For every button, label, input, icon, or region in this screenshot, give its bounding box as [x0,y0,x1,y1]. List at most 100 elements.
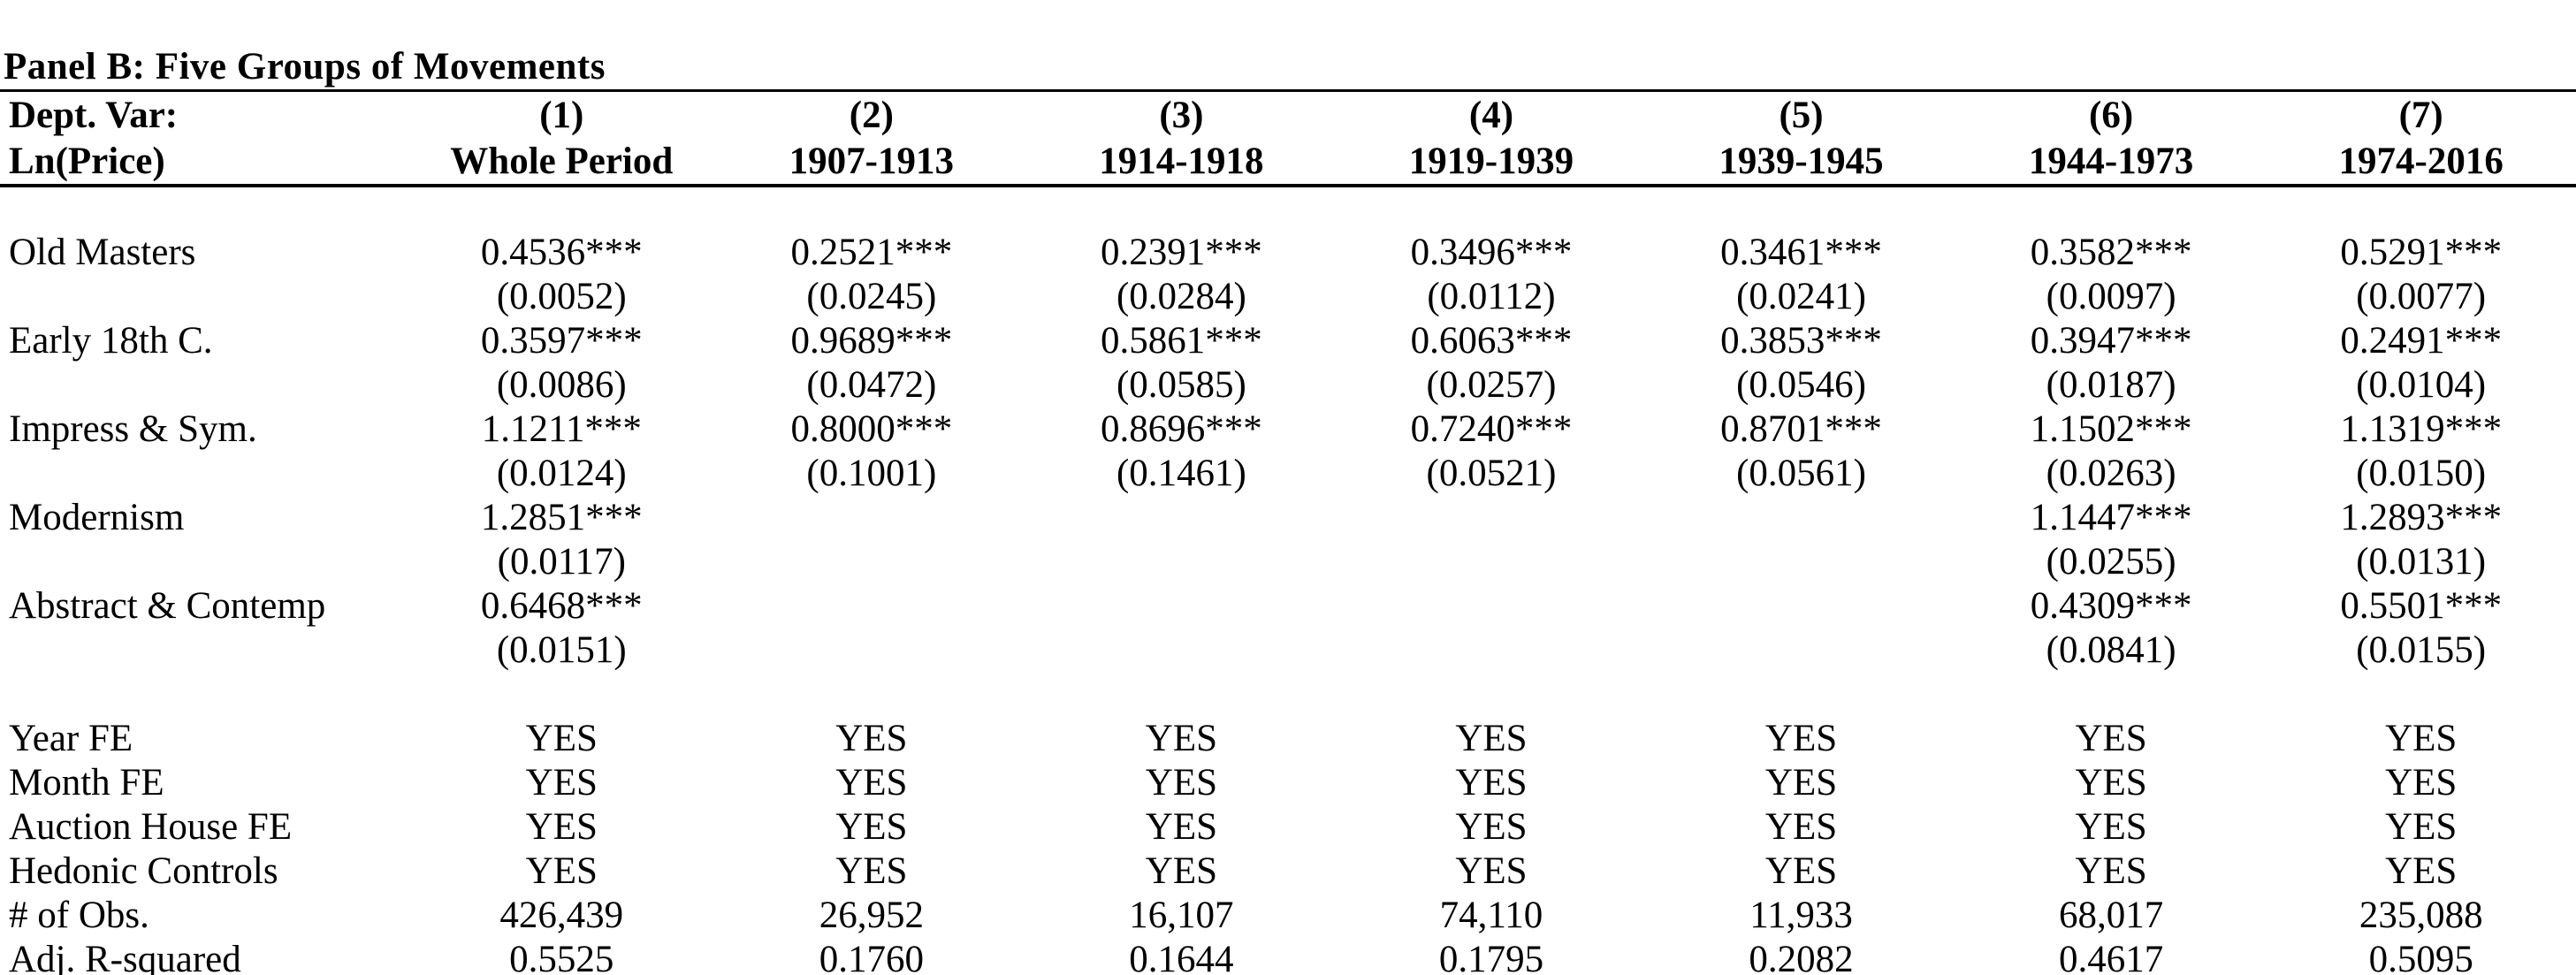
summary-cell: YES [1145,761,1218,804]
summary-cell: 0.5525 [509,938,614,975]
column-number: (2) [849,94,894,136]
column-period: 1974-2016 [2266,138,2576,187]
coef-cell: 0.3947*** [2030,319,2192,362]
row-label: Early 18th C. [9,319,213,362]
summary-row: Month FE YES YES YES YES YES YES YES [0,760,2576,804]
std-error-row: (0.0124) (0.1001) (0.1461) (0.0521) (0.0561)… [0,451,2576,495]
row-label: Modernism [9,496,185,538]
summary-cell: YES [2075,717,2147,759]
column-period: 1919-1939 [1336,138,1647,187]
coef-cell: 0.2391*** [1101,231,1262,273]
summary-cell: YES [835,805,908,848]
column-number: (6) [2089,94,2134,136]
summary-row: # of Obs. 426,439 26,952 16,107 74,110 11,933… [0,893,2576,937]
se-cell: (0.0561) [1736,452,1866,494]
summary-cell: YES [525,849,598,892]
coefficient-row: Impress & Sym. 1.1211*** 0.8000*** 0.8696**… [0,407,2576,451]
coef-cell: 0.4309*** [2030,584,2192,627]
row-label: Old Masters [9,231,196,273]
summary-cell: YES [1145,805,1218,848]
coef-cell [1337,495,1647,539]
row-label: # of Obs. [9,894,149,936]
summary-cell: YES [525,717,598,759]
summary-cell: 74,110 [1439,894,1543,936]
std-error-row: (0.0086) (0.0472) (0.0585) (0.0257) (0.0546)… [0,362,2576,407]
coef-cell [717,583,1027,628]
summary-cell: YES [2385,761,2458,804]
se-cell [1337,628,1647,672]
summary-cell: YES [2075,761,2147,804]
summary-cell: YES [1145,849,1218,892]
se-cell: (0.0546) [1736,363,1866,406]
column-number: (5) [1779,94,1824,136]
row-label-empty [0,451,407,495]
row-label: Hedonic Controls [9,849,278,892]
summary-cell: YES [835,761,908,804]
coef-cell [1646,583,1956,628]
se-cell: (0.0124) [496,452,627,494]
coef-cell: 0.2521*** [790,231,953,273]
coef-cell: 0.2491*** [2340,319,2503,362]
column-period: 1944-1973 [1955,138,2267,187]
se-cell [717,539,1027,583]
se-cell [1646,539,1956,583]
se-cell: (0.0245) [806,275,937,317]
column-period: 1939-1945 [1646,138,1956,187]
table-body: Old Masters 0.4536*** 0.2521*** 0.2391*** 0.… [0,186,2576,975]
summary-cell: YES [1145,717,1218,759]
summary-cell: 235,088 [2359,894,2483,936]
summary-cell: YES [1764,717,1838,759]
coef-cell [717,495,1027,539]
column-number: (3) [1159,94,1204,136]
coef-cell [1026,583,1337,628]
spacer-cell [0,186,2576,230]
coefficient-row: Abstract & Contemp 0.6468*** 0.4309*** 0.55… [0,583,2576,628]
se-cell: (0.0150) [2356,452,2487,494]
table-header: Dept. Var: (1) (2) (3) (4) (5) (6) (7) L… [0,92,2576,187]
row-label: Impress & Sym. [9,408,257,450]
summary-cell: YES [525,805,598,848]
spacer-row [0,186,2576,230]
std-error-row: (0.0117) (0.0255) (0.0131) [0,539,2576,583]
coef-cell: 0.5501*** [2340,584,2503,627]
summary-cell: YES [1764,849,1838,892]
summary-cell: YES [1455,717,1528,759]
coef-cell: 0.3461*** [1720,231,1882,273]
coef-cell: 1.1447*** [2030,496,2192,538]
row-label-empty [0,362,407,407]
coef-cell: 0.3496*** [1410,231,1573,273]
summary-cell: 0.1795 [1438,938,1544,975]
summary-cell: YES [1764,805,1838,848]
row-label: Adj. R-squared [9,938,241,975]
coef-cell: 0.5291*** [2340,231,2503,273]
se-cell: (0.0112) [1427,275,1556,317]
coef-cell: 0.4536*** [480,231,643,273]
row-label: Month FE [9,761,164,804]
row-label: Abstract & Contemp [9,584,326,627]
se-cell [1337,539,1647,583]
coefficient-row: Early 18th C. 0.3597*** 0.9689*** 0.5861***… [0,318,2576,362]
summary-cell: 0.2082 [1749,938,1854,975]
coef-cell: 0.3597*** [480,319,643,362]
summary-cell: 68,017 [2058,894,2164,936]
dep-var-label-line1: Dept. Var: [9,94,179,136]
se-cell: (0.0117) [497,540,626,583]
se-cell: (0.0472) [806,363,937,406]
row-label-empty [0,628,407,672]
se-cell [1646,628,1956,672]
coef-cell: 1.2893*** [2340,496,2503,538]
summary-cell: YES [2385,805,2458,848]
coef-cell: 0.3853*** [1720,319,1882,362]
std-error-row: (0.0151) (0.0841) (0.0155) [0,628,2576,672]
summary-row: Hedonic Controls YES YES YES YES YES YES YES [0,849,2576,893]
coef-cell: 0.3582*** [2030,231,2192,273]
se-cell: (0.0241) [1736,275,1866,317]
coef-cell: 0.7240*** [1410,408,1573,450]
coef-cell: 1.1502*** [2030,408,2192,450]
se-cell: (0.0263) [2046,452,2176,494]
se-cell: (0.0077) [2356,275,2487,317]
summary-cell: YES [1455,849,1528,892]
summary-cell: 11,933 [1749,894,1853,936]
coef-cell: 0.8696*** [1101,408,1262,450]
summary-cell: YES [1455,805,1528,848]
